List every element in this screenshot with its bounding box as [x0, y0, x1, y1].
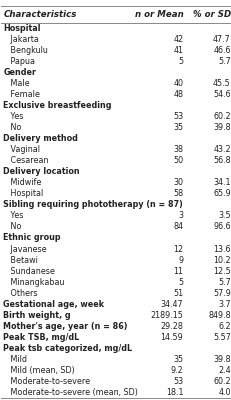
- Text: 12.5: 12.5: [212, 266, 230, 276]
- Text: 35: 35: [172, 355, 182, 364]
- Text: Characteristics: Characteristics: [3, 10, 76, 19]
- Text: 60.2: 60.2: [212, 112, 230, 121]
- Text: 9.2: 9.2: [170, 366, 182, 375]
- Text: 5.7: 5.7: [217, 278, 230, 287]
- Text: Ethnic group: Ethnic group: [3, 234, 61, 242]
- Text: Peak tsb categorized, mg/dL: Peak tsb categorized, mg/dL: [3, 344, 132, 353]
- Text: Exclusive breastfeeding: Exclusive breastfeeding: [3, 101, 112, 110]
- Text: 5.7: 5.7: [217, 57, 230, 66]
- Text: Peak TSB, mg/dL: Peak TSB, mg/dL: [3, 333, 79, 342]
- Text: n or Mean: n or Mean: [134, 10, 182, 19]
- Text: Male: Male: [3, 79, 30, 88]
- Text: Yes: Yes: [3, 212, 24, 220]
- Text: 13.6: 13.6: [213, 244, 230, 254]
- Text: Papua: Papua: [3, 57, 35, 66]
- Text: 41: 41: [173, 46, 182, 55]
- Text: 11: 11: [173, 266, 182, 276]
- Text: Gestational age, week: Gestational age, week: [3, 300, 104, 309]
- Text: Moderate-to-severe: Moderate-to-severe: [3, 377, 90, 386]
- Text: 2189.15: 2189.15: [150, 311, 182, 320]
- Text: 18.1: 18.1: [165, 388, 182, 397]
- Text: Mild: Mild: [3, 355, 27, 364]
- Text: 53: 53: [172, 377, 182, 386]
- Text: 2.4: 2.4: [217, 366, 230, 375]
- Text: Betawi: Betawi: [3, 256, 38, 264]
- Text: 60.2: 60.2: [212, 377, 230, 386]
- Text: Bengkulu: Bengkulu: [3, 46, 48, 55]
- Text: 5: 5: [177, 57, 182, 66]
- Text: Yes: Yes: [3, 112, 24, 121]
- Text: 9: 9: [177, 256, 182, 264]
- Text: 56.8: 56.8: [212, 156, 230, 165]
- Text: Gender: Gender: [3, 68, 36, 77]
- Text: 4.0: 4.0: [217, 388, 230, 397]
- Text: 10.2: 10.2: [212, 256, 230, 264]
- Text: Moderate-to-severe (mean, SD): Moderate-to-severe (mean, SD): [3, 388, 138, 397]
- Text: 3: 3: [177, 212, 182, 220]
- Text: 65.9: 65.9: [212, 189, 230, 198]
- Text: % or SD: % or SD: [192, 10, 230, 19]
- Text: 58: 58: [172, 189, 182, 198]
- Text: 40: 40: [173, 79, 182, 88]
- Text: Javanese: Javanese: [3, 244, 47, 254]
- Text: Cesarean: Cesarean: [3, 156, 49, 165]
- Text: 42: 42: [172, 35, 182, 44]
- Text: 96.6: 96.6: [212, 222, 230, 232]
- Text: Minangkabau: Minangkabau: [3, 278, 65, 287]
- Text: Mild (mean, SD): Mild (mean, SD): [3, 366, 75, 375]
- Text: Hospital: Hospital: [3, 24, 41, 33]
- Text: 39.8: 39.8: [212, 123, 230, 132]
- Text: Jakarta: Jakarta: [3, 35, 39, 44]
- Text: 29.28: 29.28: [160, 322, 182, 331]
- Text: Sibling requiring phototherapy (n = 87): Sibling requiring phototherapy (n = 87): [3, 200, 182, 209]
- Text: Mother's age, year (n = 86): Mother's age, year (n = 86): [3, 322, 128, 331]
- Text: 46.6: 46.6: [213, 46, 230, 55]
- Text: 51: 51: [172, 289, 182, 298]
- Text: 35: 35: [172, 123, 182, 132]
- Text: 39.8: 39.8: [212, 355, 230, 364]
- Text: 3.7: 3.7: [217, 300, 230, 309]
- Text: 50: 50: [172, 156, 182, 165]
- Text: 849.8: 849.8: [207, 311, 230, 320]
- Text: 48: 48: [173, 90, 182, 99]
- Text: 53: 53: [172, 112, 182, 121]
- Text: 5.57: 5.57: [212, 333, 230, 342]
- Text: 47.7: 47.7: [212, 35, 230, 44]
- Text: Female: Female: [3, 90, 40, 99]
- Text: 54.6: 54.6: [212, 90, 230, 99]
- Text: Others: Others: [3, 289, 38, 298]
- Text: 34.47: 34.47: [160, 300, 182, 309]
- Text: 84: 84: [173, 222, 182, 232]
- Text: 57.9: 57.9: [212, 289, 230, 298]
- Text: 6.2: 6.2: [217, 322, 230, 331]
- Text: 14.59: 14.59: [160, 333, 182, 342]
- Text: Sundanese: Sundanese: [3, 266, 55, 276]
- Text: No: No: [3, 123, 22, 132]
- Text: No: No: [3, 222, 22, 232]
- Text: Delivery location: Delivery location: [3, 167, 80, 176]
- Text: 12: 12: [172, 244, 182, 254]
- Text: Hospital: Hospital: [3, 189, 43, 198]
- Text: 38: 38: [173, 145, 182, 154]
- Text: 45.5: 45.5: [212, 79, 230, 88]
- Text: 3.5: 3.5: [217, 212, 230, 220]
- Text: 5: 5: [177, 278, 182, 287]
- Text: Birth weight, g: Birth weight, g: [3, 311, 71, 320]
- Text: Vaginal: Vaginal: [3, 145, 40, 154]
- Text: 34.1: 34.1: [213, 178, 230, 187]
- Text: 43.2: 43.2: [212, 145, 230, 154]
- Text: Delivery method: Delivery method: [3, 134, 78, 143]
- Text: 30: 30: [173, 178, 182, 187]
- Text: Midwife: Midwife: [3, 178, 42, 187]
